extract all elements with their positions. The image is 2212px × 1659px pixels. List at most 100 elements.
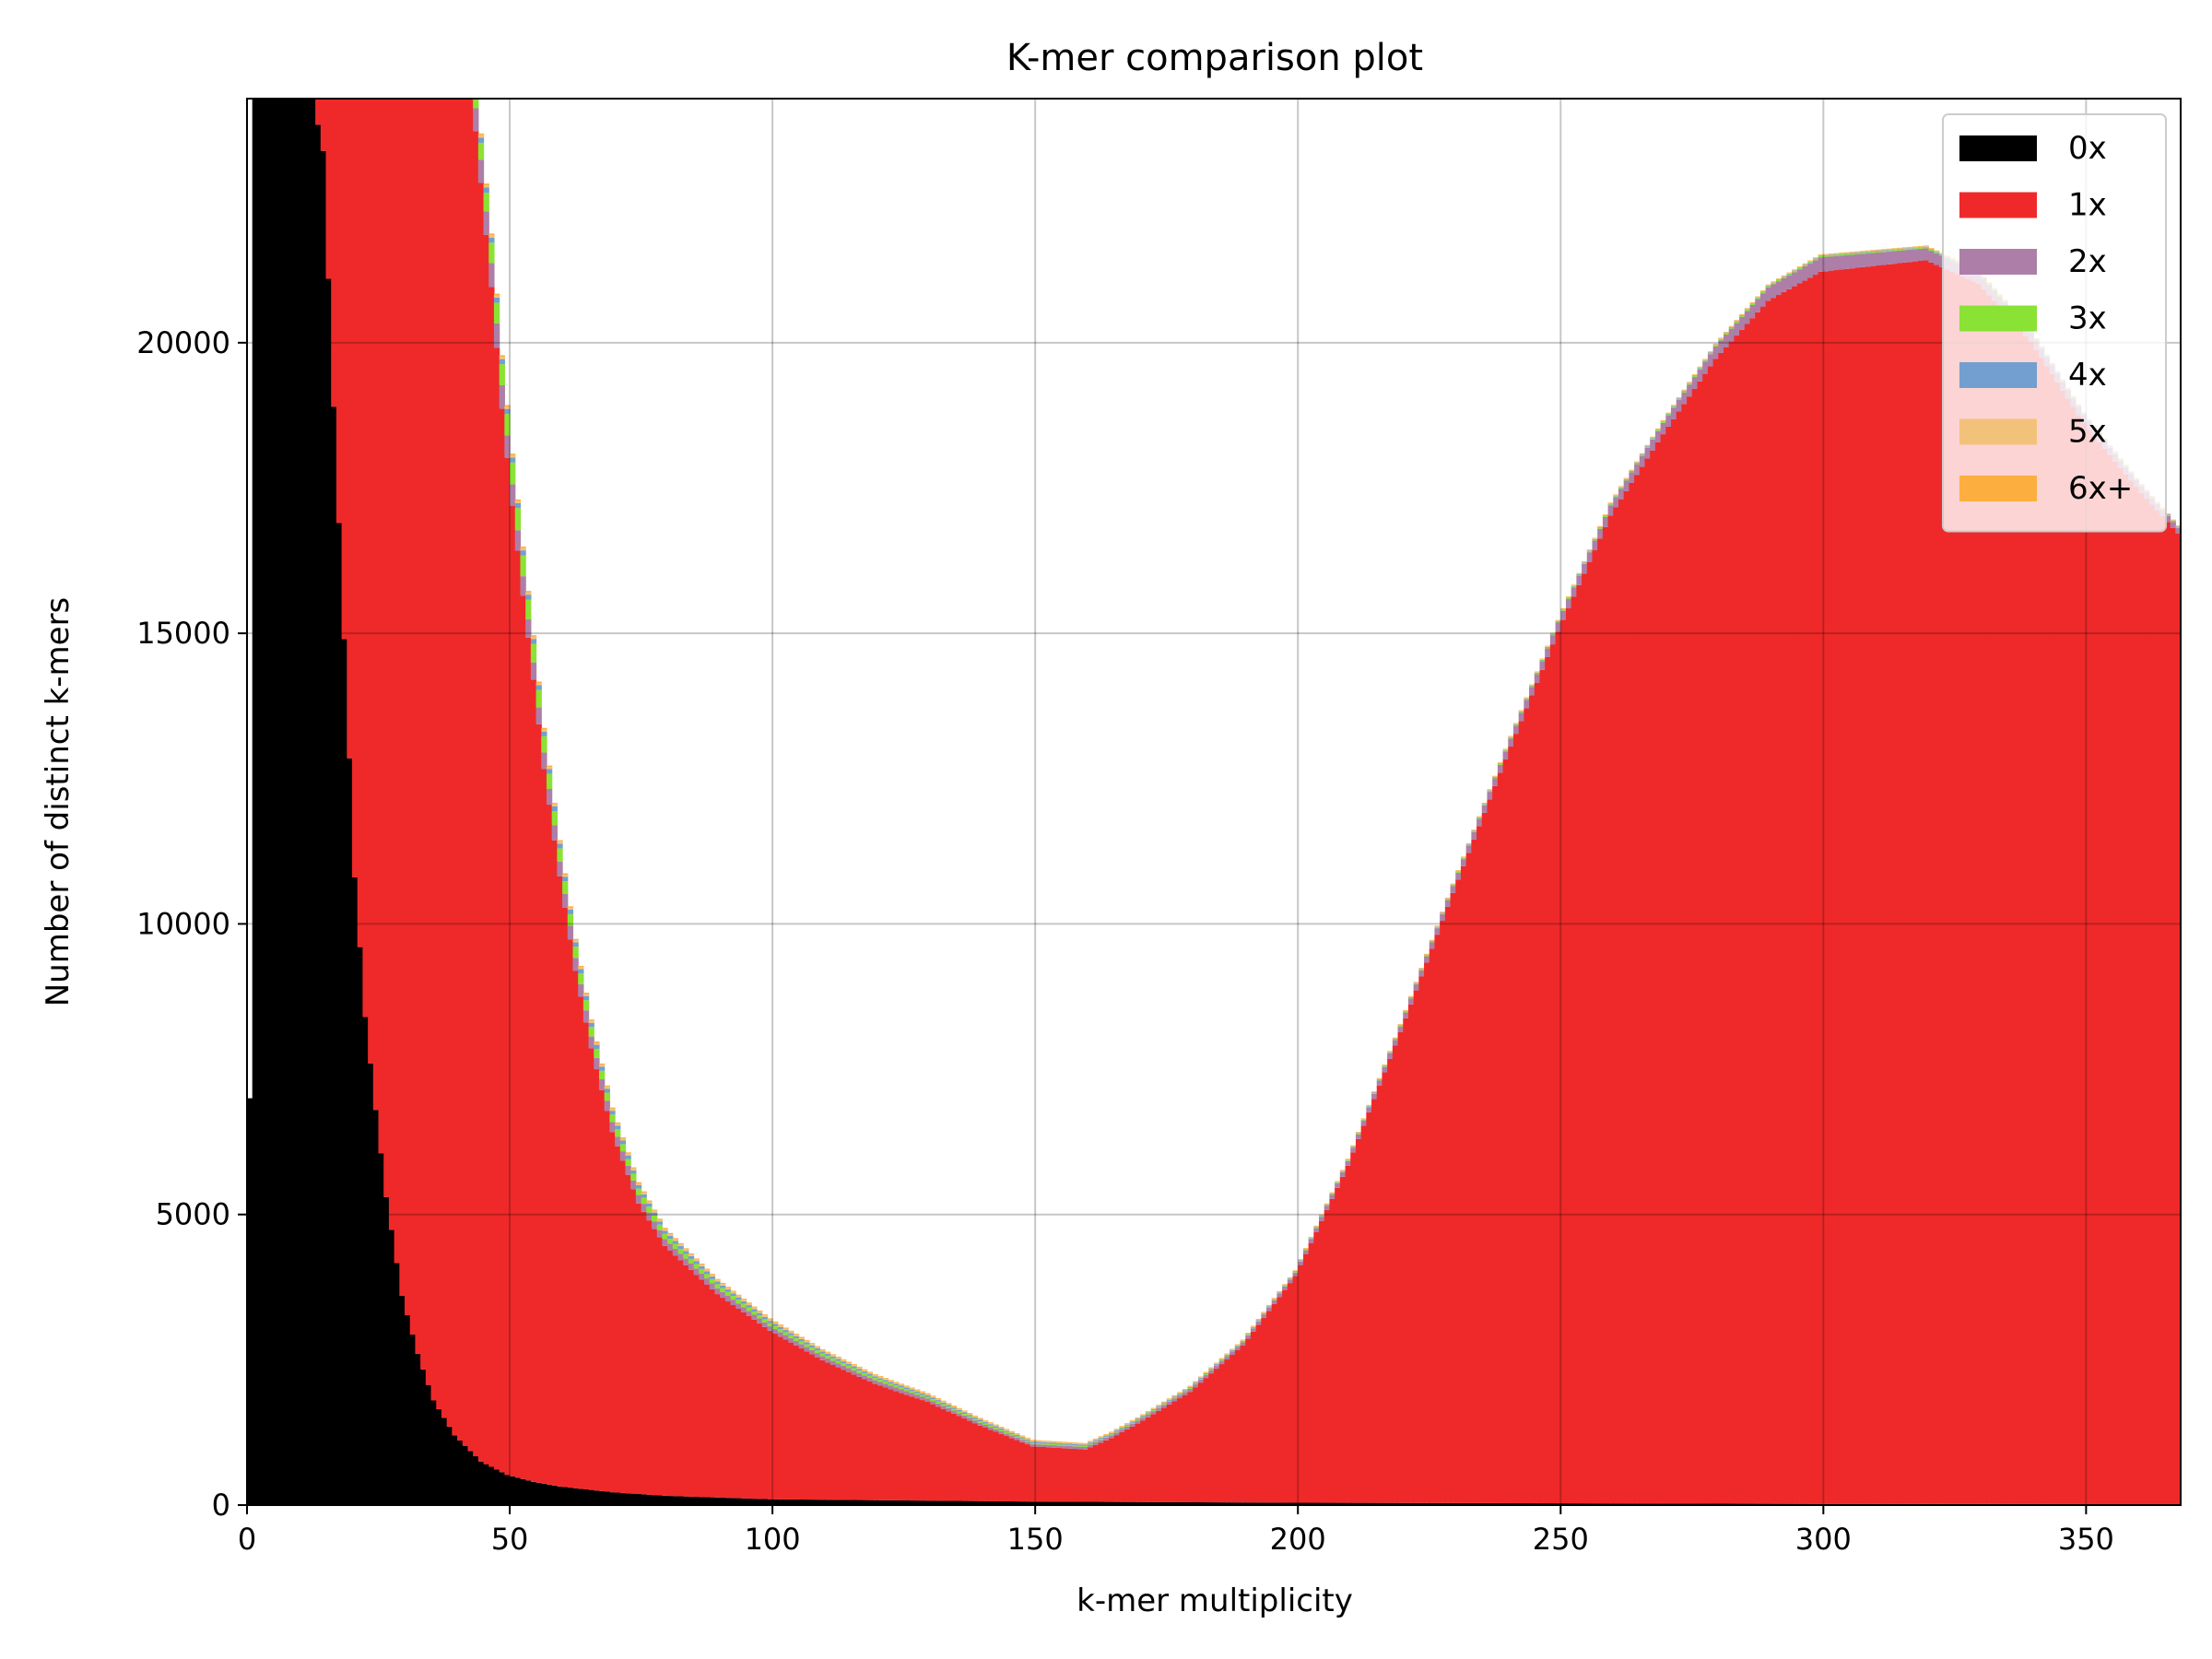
bar-5x-69 bbox=[604, 1087, 610, 1089]
bar-3x-122 bbox=[882, 1382, 889, 1384]
bar-0x-35 bbox=[425, 1384, 432, 1505]
bar-4x-227 bbox=[1434, 926, 1441, 928]
bar-0x-176 bbox=[1166, 1501, 1172, 1505]
bar-2x-74 bbox=[630, 1180, 637, 1190]
bar-3x-55 bbox=[530, 643, 537, 663]
bar-4x-110 bbox=[819, 1351, 826, 1354]
bar-2x-196 bbox=[1271, 1300, 1278, 1304]
bar-5x-291 bbox=[1771, 282, 1777, 283]
bar-1x-302 bbox=[1829, 270, 1835, 1504]
bar-6x+-266 bbox=[1639, 453, 1646, 454]
bar-1x-93 bbox=[730, 1305, 736, 1499]
bar-3x-147 bbox=[1014, 1436, 1020, 1438]
bar-6x+-116 bbox=[851, 1364, 857, 1366]
bar-0x-190 bbox=[1240, 1502, 1246, 1505]
bar-3x-136 bbox=[956, 1411, 962, 1414]
bar-2x-299 bbox=[1812, 260, 1819, 276]
bar-3x-304 bbox=[1839, 253, 1845, 256]
bar-1x-169 bbox=[1129, 1426, 1136, 1502]
bar-2x-281 bbox=[1718, 340, 1724, 353]
bar-6x+-122 bbox=[882, 1378, 889, 1380]
bar-1x-188 bbox=[1230, 1355, 1236, 1503]
bar-5x-310 bbox=[1870, 250, 1877, 252]
bar-4x-244 bbox=[1524, 698, 1530, 700]
bar-3x-101 bbox=[772, 1325, 779, 1330]
bar-2x-366 bbox=[2164, 515, 2171, 523]
bar-3x-201 bbox=[1298, 1261, 1304, 1262]
bar-0x-199 bbox=[1287, 1502, 1294, 1505]
bar-1x-321 bbox=[1928, 262, 1935, 1504]
bar-6x+-72 bbox=[619, 1137, 627, 1139]
bar-4x-135 bbox=[950, 1407, 958, 1409]
bar-5x-187 bbox=[1224, 1354, 1230, 1355]
bar-1x-49 bbox=[499, 408, 505, 1473]
bar-6x+-111 bbox=[825, 1351, 831, 1353]
bar-2x-306 bbox=[1849, 254, 1856, 269]
bar-4x-302 bbox=[1829, 254, 1835, 255]
bar-3x-158 bbox=[1072, 1445, 1078, 1447]
bar-3x-252 bbox=[1565, 598, 1572, 600]
bar-4x-128 bbox=[914, 1391, 921, 1394]
bar-5x-311 bbox=[1876, 250, 1882, 251]
bar-6x+-141 bbox=[982, 1419, 989, 1421]
bar-1x-367 bbox=[2170, 527, 2176, 1505]
bar-3x-269 bbox=[1654, 429, 1662, 431]
bar-1x-156 bbox=[1061, 1448, 1067, 1502]
bar-6x+-171 bbox=[1140, 1414, 1147, 1416]
bar-3x-204 bbox=[1313, 1227, 1320, 1229]
legend-swatch-0x bbox=[1959, 135, 2037, 161]
bar-2x-193 bbox=[1255, 1321, 1262, 1325]
bar-5x-195 bbox=[1266, 1305, 1273, 1307]
bar-0x-61 bbox=[562, 1487, 569, 1505]
bar-3x-263 bbox=[1623, 479, 1630, 481]
bar-3x-198 bbox=[1282, 1286, 1288, 1287]
bar-2x-218 bbox=[1387, 1053, 1394, 1059]
bar-0x-139 bbox=[971, 1500, 979, 1505]
bar-4x-247 bbox=[1539, 659, 1546, 661]
y-tick-label: 10000 bbox=[136, 906, 230, 941]
bar-5x-264 bbox=[1629, 470, 1635, 471]
bar-4x-314 bbox=[1891, 249, 1898, 251]
bar-6x+-193 bbox=[1255, 1318, 1262, 1320]
bar-3x-264 bbox=[1629, 471, 1635, 473]
bar-1x-55 bbox=[530, 679, 537, 1482]
bar-1x-82 bbox=[672, 1255, 679, 1497]
bar-2x-115 bbox=[845, 1368, 853, 1372]
bar-0x-12 bbox=[304, 99, 312, 1505]
bar-2x-95 bbox=[740, 1307, 747, 1312]
bar-4x-280 bbox=[1712, 345, 1719, 346]
bar-0x-48 bbox=[493, 1469, 500, 1505]
bar-2x-71 bbox=[615, 1136, 621, 1147]
bar-1x-334 bbox=[1996, 306, 2003, 1504]
bar-5x-366 bbox=[2164, 513, 2171, 515]
bar-4x-61 bbox=[562, 877, 569, 882]
bar-0x-188 bbox=[1230, 1502, 1236, 1505]
bar-6x+-292 bbox=[1776, 278, 1783, 279]
bar-2x-93 bbox=[730, 1300, 736, 1306]
bar-5x-304 bbox=[1839, 253, 1845, 254]
bar-4x-58 bbox=[546, 769, 553, 774]
bar-3x-177 bbox=[1171, 1397, 1178, 1399]
bar-5x-102 bbox=[777, 1325, 784, 1327]
bar-5x-168 bbox=[1124, 1423, 1131, 1425]
bar-1x-138 bbox=[967, 1420, 973, 1501]
bar-5x-148 bbox=[1019, 1436, 1026, 1438]
bar-4x-75 bbox=[635, 1185, 642, 1189]
bar-5x-72 bbox=[619, 1138, 627, 1141]
bar-0x-33 bbox=[415, 1354, 421, 1505]
bar-6x+-310 bbox=[1870, 250, 1877, 251]
bar-0x-18 bbox=[335, 523, 343, 1505]
bar-0x-235 bbox=[1477, 1502, 1483, 1505]
bar-4x-190 bbox=[1240, 1340, 1246, 1342]
bar-5x-319 bbox=[1917, 246, 1924, 248]
bar-4x-275 bbox=[1687, 382, 1693, 384]
bar-1x-23 bbox=[362, 99, 369, 1018]
bar-0x-70 bbox=[609, 1492, 616, 1505]
bar-6x+-131 bbox=[930, 1395, 936, 1397]
bar-0x-197 bbox=[1277, 1502, 1283, 1505]
bar-5x-224 bbox=[1418, 968, 1425, 970]
bar-2x-202 bbox=[1302, 1250, 1310, 1254]
bar-3x-67 bbox=[594, 1048, 600, 1058]
bar-1x-185 bbox=[1214, 1369, 1220, 1503]
bar-4x-279 bbox=[1707, 352, 1714, 354]
